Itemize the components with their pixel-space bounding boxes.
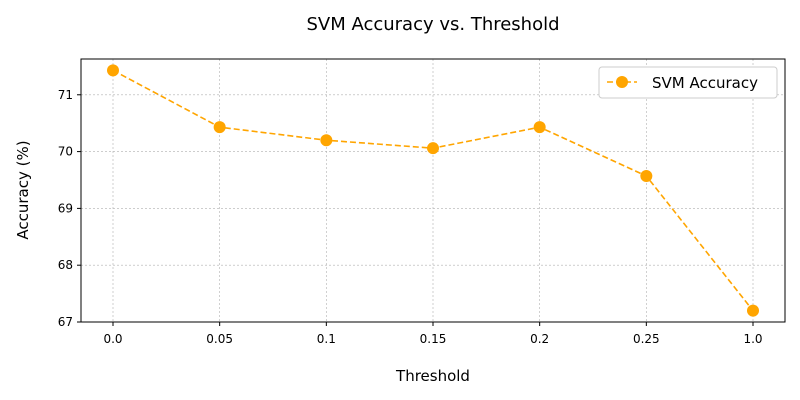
x-axis-title: Threshold [395,367,470,385]
x-tick-label: 0.25 [633,332,660,346]
chart-title: SVM Accuracy vs. Threshold [306,14,559,35]
y-tick-label: 71 [58,88,73,102]
x-tick-label: 0.0 [103,332,122,346]
data-point [427,142,439,155]
x-tick-label: 0.2 [530,332,549,346]
y-tick-label: 70 [58,145,73,159]
data-point [533,121,546,134]
legend-box [598,66,778,99]
data-point [747,304,759,317]
x-axis: 0.0 0.05 0.1 0.15 0.2 0.25 1.0 [103,322,763,346]
x-tick-label: 0.15 [420,332,447,346]
y-tick-label: 69 [58,201,73,215]
y-axis: 67 68 69 70 71 [58,88,81,329]
y-tick-label: 67 [58,315,73,329]
x-tick-label: 0.1 [317,332,336,346]
y-tick-label: 68 [58,258,73,272]
data-point [640,170,653,183]
data-point [213,121,226,134]
series-layer [107,64,759,317]
y-axis-title: Accuracy (%) [14,140,32,239]
data-point [320,134,333,147]
legend-label: SVM Accuracy [652,74,758,92]
legend-marker-sample [616,76,628,88]
x-tick-label: 0.05 [206,332,233,346]
data-point [107,64,119,77]
legend: SVM Accuracy [598,66,778,99]
x-tick-label: 1.0 [743,332,762,346]
